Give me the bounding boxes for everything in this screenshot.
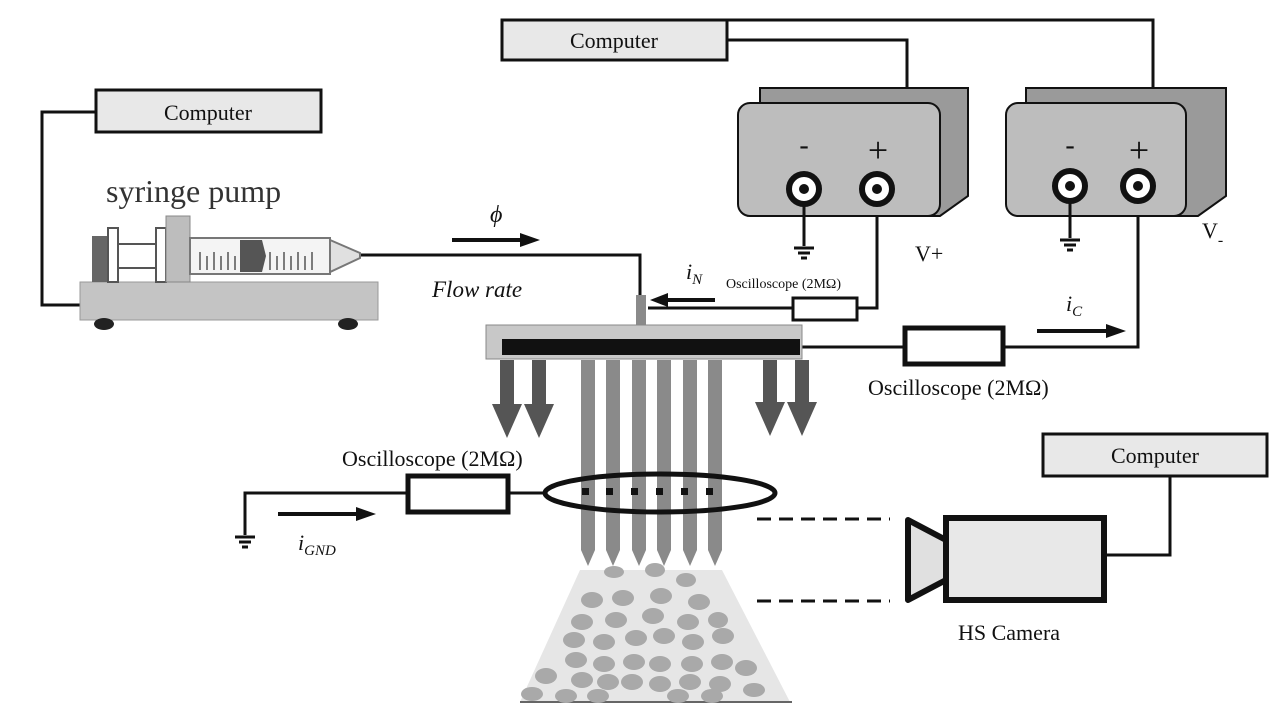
- pump-block-right: [165, 215, 191, 283]
- wire-osc-left-to-ground: [243, 491, 408, 535]
- i-c-label: iC: [1066, 291, 1083, 320]
- pump-base: [79, 281, 379, 321]
- camera-lens: [905, 517, 949, 603]
- ground-icon: [235, 535, 255, 549]
- v-minus-label: V-: [1202, 218, 1223, 249]
- syringe-plunger: [240, 240, 266, 272]
- psu1-minus: -: [799, 130, 808, 161]
- hs-camera: HS Camera: [757, 515, 1107, 645]
- extractor-bar: [502, 339, 800, 355]
- i-gnd-arrow-head: [356, 507, 376, 521]
- pump-foot-right: [338, 318, 358, 330]
- psu1-terminal-plus-core: [872, 184, 882, 194]
- droplets: [521, 563, 765, 703]
- flow-rate-label: Flow rate: [431, 277, 522, 302]
- gas-arrow-2: [524, 360, 554, 438]
- computer-left: Computer: [94, 88, 323, 134]
- psu2-terminal-plus-core: [1133, 181, 1143, 191]
- current-i-n: iN: [650, 259, 715, 307]
- camera-body: [943, 515, 1107, 603]
- psu1-terminal-minus-core: [799, 184, 809, 194]
- pump-block-left: [92, 236, 110, 282]
- osc-small-label: Oscilloscope (2MΩ): [726, 277, 841, 292]
- ring-electrode: [542, 471, 778, 515]
- ground-icon: [1060, 238, 1080, 252]
- computer-top-box: [500, 18, 729, 62]
- wire-camera-computer: [1105, 477, 1172, 557]
- i-n-label: iN: [686, 259, 703, 288]
- hs-camera-label: HS Camera: [958, 620, 1060, 645]
- oscilloscope-nozzle: Oscilloscope (2MΩ): [726, 277, 859, 322]
- needle-3: [632, 360, 646, 566]
- computer-right: Computer: [1041, 432, 1269, 478]
- psu2-front: [1005, 102, 1187, 217]
- ground-icon: [794, 246, 814, 260]
- power-supply-negative: - + V-: [1005, 87, 1227, 252]
- emitter-assembly: [485, 295, 817, 566]
- oscilloscope-ground: Oscilloscope (2MΩ) iGND: [235, 446, 523, 559]
- i-gnd-label: iGND: [298, 530, 336, 559]
- psu2-terminal-minus-core: [1065, 181, 1075, 191]
- needles: [581, 360, 722, 566]
- spray-plume: [520, 563, 792, 703]
- needle-4: [657, 360, 671, 566]
- wire-top-computer-psu2: [727, 18, 1155, 88]
- syringe-pump: syringe pump: [79, 173, 379, 330]
- osc-left-box: [405, 473, 511, 515]
- gas-arrow-3: [755, 360, 785, 436]
- gas-arrow-1: [492, 360, 522, 438]
- needle-2: [606, 360, 620, 566]
- pump-clamp-b: [155, 227, 167, 283]
- computer-right-box: [1041, 432, 1269, 478]
- psu2-plus: +: [1129, 130, 1149, 170]
- osc-right-box: [902, 325, 1006, 367]
- current-i-c: iC: [1037, 291, 1126, 338]
- computer-right-label: Computer: [1111, 443, 1200, 468]
- osc-left-label: Oscilloscope (2MΩ): [342, 446, 523, 471]
- osc-right-label: Oscilloscope (2MΩ): [868, 375, 1049, 400]
- power-supply-positive: - + V+: [737, 87, 969, 266]
- gas-flow-arrows: [492, 360, 817, 438]
- wires: [40, 18, 1172, 557]
- wire-top-computer-psu1: [727, 38, 909, 88]
- osc-small-box: [791, 296, 859, 322]
- needle-5: [683, 360, 697, 566]
- ring-dots: [582, 488, 713, 495]
- i-c-arrow-head: [1106, 324, 1126, 338]
- pump-clamp-a: [107, 227, 119, 283]
- oscilloscope-plate: Oscilloscope (2MΩ): [868, 325, 1049, 400]
- syringe-tip: [329, 238, 361, 274]
- psu1-front: [737, 102, 941, 217]
- phi-symbol: ϕ: [490, 202, 502, 228]
- pump-foot-left: [94, 318, 114, 330]
- psu1-plus: +: [868, 130, 888, 170]
- gas-arrow-4: [787, 360, 817, 436]
- i-n-arrow-head: [650, 293, 668, 307]
- computer-left-box: [94, 88, 323, 134]
- flow-arrow-head: [520, 233, 540, 247]
- computer-top-label: Computer: [570, 28, 659, 53]
- wire-syringe-tube: [360, 253, 642, 295]
- wire-left-computer-pump: [40, 110, 96, 307]
- syringe-pump-label: syringe pump: [106, 173, 281, 209]
- computer-left-label: Computer: [164, 100, 253, 125]
- wire-psu1-plus: [857, 198, 879, 310]
- flow-rate: ϕ Flow rate: [431, 202, 540, 302]
- needle-1: [581, 360, 595, 566]
- syringe-graduations: [199, 252, 313, 270]
- v-plus-label: V+: [915, 241, 943, 266]
- needle-6: [708, 360, 722, 566]
- nozzle-inlet: [636, 295, 646, 325]
- wire-psu2-plus: [1003, 198, 1140, 349]
- psu2-minus: -: [1065, 130, 1074, 161]
- computer-top: Computer: [500, 18, 729, 62]
